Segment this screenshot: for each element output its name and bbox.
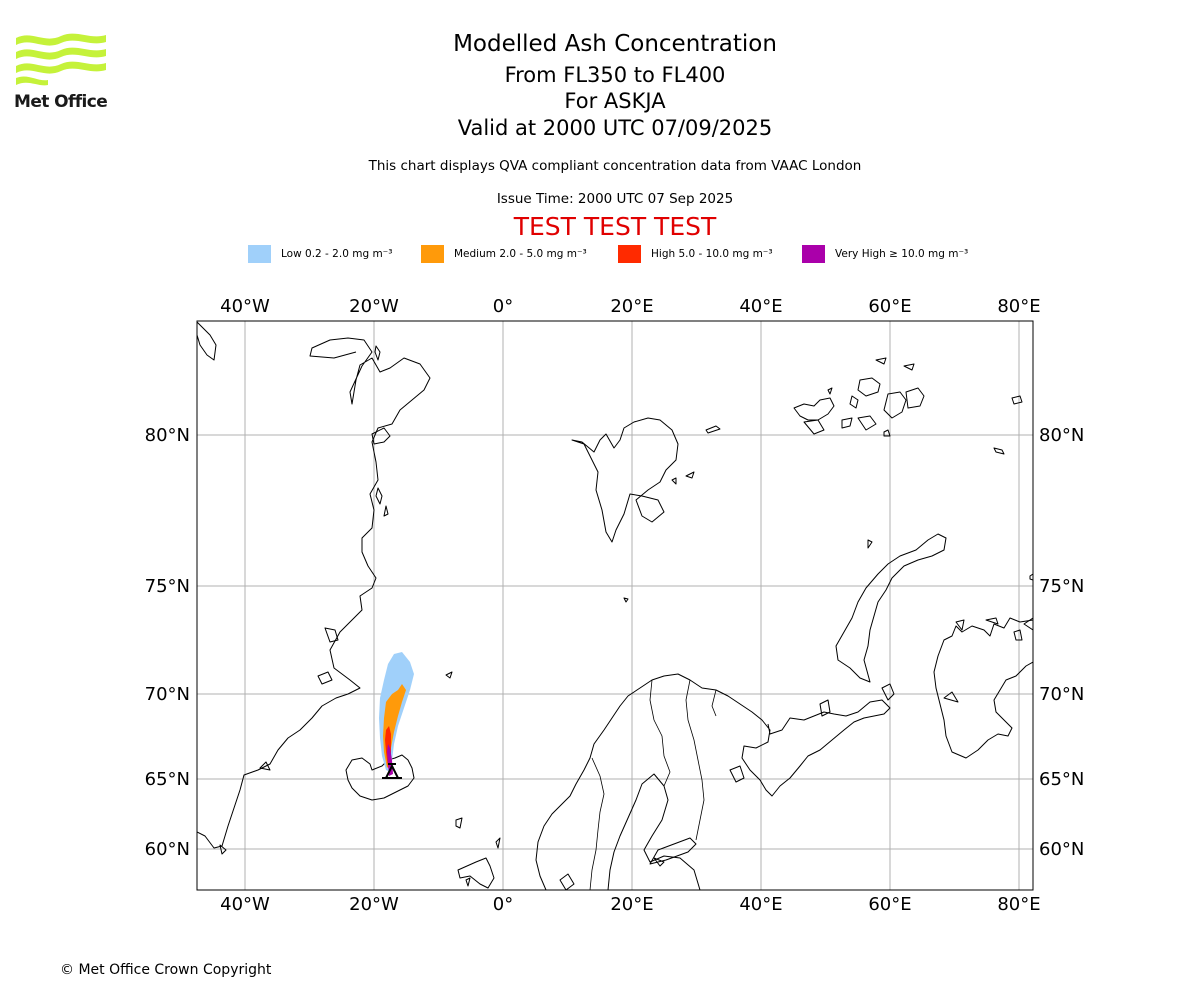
legend-item-low: Low 0.2 - 2.0 mg m⁻³ [248,244,392,264]
lat-label-right: 70°N [1039,684,1084,705]
russia-coast [933,617,1033,759]
map-frame [196,320,1034,891]
legend-label-very-high: Very High ≥ 10.0 mg m⁻³ [835,248,969,260]
issue-time: Issue Time: 2000 UTC 07 Sep 2025 [496,191,734,207]
lon-label-top: 40°E [739,296,782,317]
chart-title: Modelled Ash Concentration [453,31,777,57]
copyright-notice: © Met Office Crown Copyright [60,962,272,978]
legend-swatch-very-high [802,245,825,263]
scandinavia-coast [535,673,891,890]
legend-label-low: Low 0.2 - 2.0 mg m⁻³ [281,248,393,260]
flight-level-range: From FL350 to FL400 [504,63,726,87]
lon-label-bottom: 60°E [868,894,911,915]
legend-item-high: High 5.0 - 10.0 mg m⁻³ [618,244,773,264]
lon-label-top: 80°E [997,296,1040,317]
legend-label-high: High 5.0 - 10.0 mg m⁻³ [651,248,773,260]
lon-label-bottom: 40°W [220,894,270,915]
lon-label-top: 20°W [349,296,399,317]
ash-plume [379,652,414,776]
iceland-coast [345,754,415,801]
franz-josef-land-coast [793,397,835,421]
lon-label-bottom: 0° [493,894,513,915]
legend-swatch-low [248,245,271,263]
legend-swatch-high [618,245,641,263]
legend-item-medium: Medium 2.0 - 5.0 mg m⁻³ [421,244,587,264]
svalbard-coast [571,417,679,543]
graticule [197,321,1033,890]
lat-labels-right: 80°N 75°N 70°N 65°N 60°N [1039,425,1084,860]
lat-label-left: 60°N [145,839,190,860]
legend-swatch-medium [421,245,444,263]
lon-labels-top: 40°W 20°W 0° 20°E 40°E 60°E 80°E [220,296,1040,317]
lon-label-top: 0° [493,296,513,317]
lon-label-bottom: 20°E [610,894,653,915]
greenland-coast [197,337,431,849]
legend-label-medium: Medium 2.0 - 5.0 mg m⁻³ [454,248,587,260]
lon-label-bottom: 20°W [349,894,399,915]
lat-label-right: 60°N [1039,839,1084,860]
chart-description: This chart displays QVA compliant concen… [368,158,862,174]
novaya-zemlya-coast [835,533,947,683]
lat-label-right: 75°N [1039,576,1084,597]
volcano-triangle-icon [382,763,402,779]
met-office-wordmark: Met Office [14,92,108,112]
baltic-coast [607,773,701,890]
lon-label-top: 20°E [610,296,653,317]
coastlines [197,321,1033,890]
lat-label-right: 65°N [1039,769,1084,790]
valid-time: Valid at 2000 UTC 07/09/2025 [457,116,773,140]
lon-label-bottom: 80°E [997,894,1040,915]
met-office-logo-icon [16,33,106,86]
lat-labels-left: 80°N 75°N 70°N 65°N 60°N [145,425,190,860]
volcano-name: For ASKJA [564,89,666,113]
lat-label-left: 80°N [145,425,190,446]
lat-label-left: 75°N [145,576,190,597]
lon-label-top: 40°W [220,296,270,317]
lon-label-top: 60°E [868,296,911,317]
lat-label-right: 80°N [1039,425,1084,446]
legend-item-very-high: Very High ≥ 10.0 mg m⁻³ [802,244,968,264]
concentration-legend: Low 0.2 - 2.0 mg m⁻³ Medium 2.0 - 5.0 mg… [0,244,1200,264]
lon-labels-bottom: 40°W 20°W 0° 20°E 40°E 60°E 80°E [220,894,1040,915]
lat-label-left: 65°N [145,769,190,790]
lon-label-bottom: 40°E [739,894,782,915]
lat-label-left: 70°N [145,684,190,705]
test-banner: TEST TEST TEST [513,212,717,241]
